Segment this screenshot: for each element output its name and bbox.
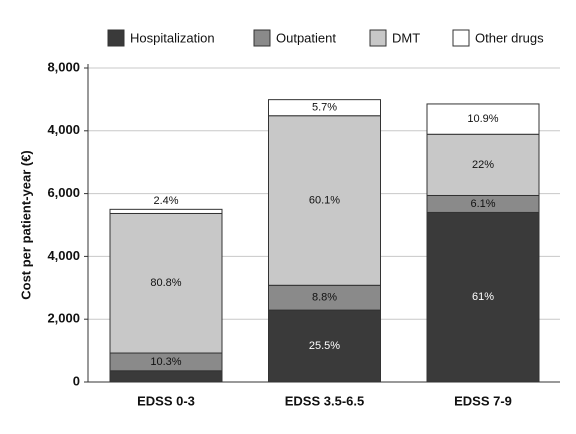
segment-label: 2.4% xyxy=(153,195,178,207)
segment-label: 10.9% xyxy=(467,113,498,125)
bar-segment xyxy=(268,99,381,117)
bar-segment xyxy=(109,212,223,354)
segment-label: 10.3% xyxy=(150,356,181,368)
bar-segment xyxy=(268,115,381,286)
legend-swatch xyxy=(107,29,125,47)
legend-swatch xyxy=(369,29,387,47)
y-tick-label: 6,000 xyxy=(47,185,80,200)
segment-label: 22% xyxy=(472,159,494,171)
bar-segment xyxy=(426,211,540,383)
legend-swatch xyxy=(253,29,271,47)
y-tick-label: 4,000 xyxy=(47,122,80,137)
bar-segment xyxy=(109,208,223,214)
x-tick-label: EDSS 3.5-6.5 xyxy=(285,393,365,408)
y-tick-label: 8,000 xyxy=(47,59,80,74)
y-tick-label: 0 xyxy=(73,373,80,388)
legend-label: Hospitalization xyxy=(130,30,215,45)
segment-label: 60.1% xyxy=(309,194,340,206)
x-tick-label: EDSS 0-3 xyxy=(137,393,195,408)
y-tick-label: 4,000 xyxy=(47,248,80,263)
legend-label: Other drugs xyxy=(475,30,544,45)
segment-label: 5.7% xyxy=(312,102,337,114)
legend-swatch xyxy=(452,29,470,47)
segment-label: 61% xyxy=(472,291,494,303)
segment-label: 8.8% xyxy=(312,292,337,304)
bar-segment xyxy=(109,370,223,383)
segment-label: 25.5% xyxy=(309,340,340,352)
legend-label: Outpatient xyxy=(276,30,336,45)
bar-segment xyxy=(426,133,540,196)
legend-label: DMT xyxy=(392,30,420,45)
y-axis-label: Cost per patient-year (€) xyxy=(18,150,33,300)
y-tick-label: 2,000 xyxy=(47,311,80,326)
bar-segment xyxy=(426,103,540,135)
segment-label: 6.1% xyxy=(470,198,495,210)
segment-label: 80.8% xyxy=(150,277,181,289)
x-tick-label: EDSS 7-9 xyxy=(454,393,512,408)
